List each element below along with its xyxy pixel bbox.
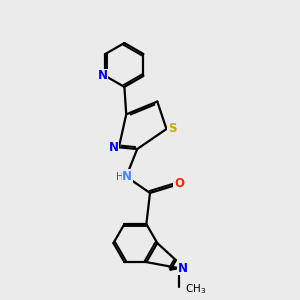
Text: O: O [174, 177, 184, 190]
Text: N: N [98, 69, 107, 82]
Text: CH$_3$: CH$_3$ [185, 282, 207, 296]
Text: N: N [122, 170, 132, 183]
Text: N: N [108, 141, 118, 154]
Text: N: N [177, 262, 188, 275]
Text: S: S [168, 122, 176, 136]
Text: H: H [116, 172, 123, 182]
